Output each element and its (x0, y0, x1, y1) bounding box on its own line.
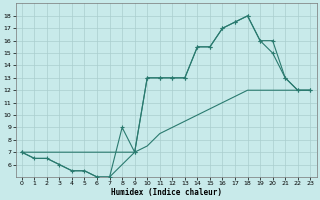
X-axis label: Humidex (Indice chaleur): Humidex (Indice chaleur) (110, 188, 221, 197)
